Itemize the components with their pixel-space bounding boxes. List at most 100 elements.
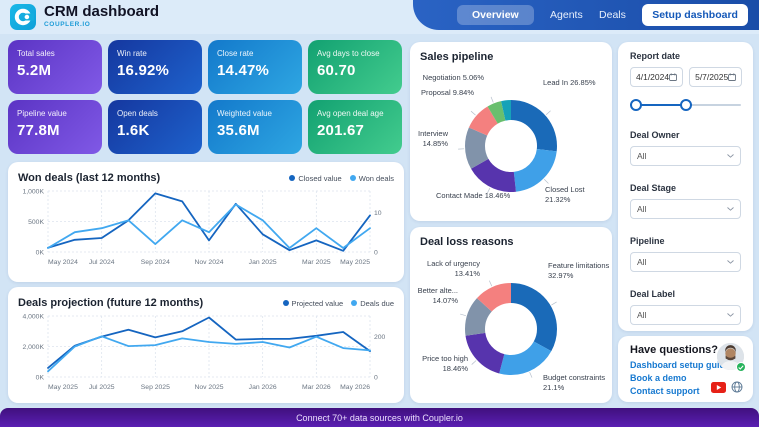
coupler-logo-icon [10, 4, 36, 30]
page-title: CRM dashboard [44, 3, 160, 20]
filter-label-pipeline: Pipeline [630, 236, 665, 246]
chart-legend: Closed value Won deals [289, 174, 394, 183]
svg-text:4,000K: 4,000K [22, 314, 44, 321]
tab-deals[interactable]: Deals [599, 9, 626, 21]
svg-text:0K: 0K [36, 375, 45, 382]
deal-label-select[interactable]: All [630, 305, 741, 325]
donut-label-interview: Interview 14.85% [417, 129, 448, 148]
kpi-value: 14.47% [217, 62, 270, 79]
won-deals-line-chart: 0K 500K 1,000K 0 10 May 2024 Jul 2024 Sep 2024 N… [22, 189, 382, 267]
select-value: All [637, 204, 647, 214]
filter-label-deal-stage: Deal Stage [630, 183, 677, 193]
donut-label-contact-made: Contact Made 18.46% [436, 191, 511, 200]
kpi-label: Avg open deal age [317, 109, 384, 118]
chevron-down-icon [727, 207, 734, 211]
filter-label-deal-label: Deal Label [630, 289, 676, 299]
svg-text:May 2025: May 2025 [48, 384, 78, 391]
svg-text:Sep 2024: Sep 2024 [141, 259, 170, 266]
kpi-label: Pipeline value [17, 109, 67, 118]
donut-label-feature-limitations: Feature limitations 32.97% [548, 261, 610, 280]
youtube-icon[interactable] [711, 381, 726, 393]
globe-icon[interactable] [731, 381, 743, 393]
kpi-label: Close rate [217, 49, 254, 58]
svg-text:0: 0 [374, 375, 378, 382]
svg-text:0K: 0K [36, 250, 45, 257]
donut-label-price-too-high: Price too high 18.46% [422, 354, 468, 373]
kpi-avg-days-to-close: Avg days to close 60.70 [308, 40, 402, 94]
deal-stage-select[interactable]: All [630, 199, 741, 219]
select-value: All [637, 151, 647, 161]
chart-title: Deal loss reasons [420, 236, 514, 248]
calendar-icon [669, 73, 678, 81]
svg-text:200: 200 [374, 334, 386, 341]
svg-text:1,000K: 1,000K [22, 189, 44, 196]
slider-handle-end[interactable] [679, 99, 692, 111]
calendar-icon [728, 73, 737, 81]
setup-dashboard-button[interactable]: Setup dashboard [642, 4, 748, 26]
chart-title: Deals projection (future 12 months) [18, 297, 204, 309]
book-a-demo-link[interactable]: Book a demo [630, 373, 687, 383]
deal-loss-reasons-card: Deal loss reasons Lack of urgency 13.41% … [410, 227, 612, 403]
dashboard-setup-guide-link[interactable]: Dashboard setup guide [630, 360, 731, 370]
svg-text:Jul 2025: Jul 2025 [89, 384, 115, 391]
svg-text:May 2026: May 2026 [340, 384, 370, 391]
kpi-win-rate: Win rate 16.92% [108, 40, 202, 94]
banner-text: Connect 70+ data sources with Coupler.io [296, 412, 463, 423]
kpi-value: 35.6M [217, 122, 260, 139]
kpi-value: 16.92% [117, 62, 170, 79]
chart-title: Sales pipeline [420, 51, 494, 63]
kpi-close-rate: Close rate 14.47% [208, 40, 302, 94]
legend-dot-projected-value [282, 300, 289, 306]
svg-text:Nov 2025: Nov 2025 [194, 384, 223, 391]
legend-label: Projected value [291, 298, 344, 308]
svg-text:Jan 2025: Jan 2025 [249, 259, 277, 266]
kpi-value: 5.2M [17, 62, 52, 79]
kpi-label: Total sales [17, 49, 55, 58]
donut-label-lead-in: Lead In 26.85% [543, 78, 596, 87]
kpi-value: 1.6K [117, 122, 150, 139]
kpi-open-deals: Open deals 1.6K [108, 100, 202, 154]
svg-text:0: 0 [374, 250, 378, 257]
report-date-label: Report date [630, 51, 681, 61]
svg-text:10: 10 [374, 210, 382, 217]
top-nav: Overview Agents Deals Setup dashboard [413, 0, 759, 30]
sales-pipeline-card: Sales pipeline Negotiation 5.06% Lead In… [410, 42, 612, 221]
donut-label-better-alternative: Better alte... 14.07% [417, 286, 458, 305]
donut-label-closed-lost: Closed Lost 21.32% [545, 185, 585, 204]
filters-panel: Report date 4/1/2024 5/7/2025 Deal Owner… [618, 42, 753, 331]
kpi-pipeline-value: Pipeline value 77.8M [8, 100, 102, 154]
deal-loss-donut-chart [460, 280, 557, 378]
contact-support-link[interactable]: Contact support [630, 386, 700, 396]
donut-label-negotiation: Negotiation 5.06% [422, 73, 484, 82]
svg-text:500K: 500K [28, 219, 44, 226]
brand-label: COUPLER.IO [44, 21, 91, 28]
kpi-avg-open-deal-age: Avg open deal age 201.67 [308, 100, 402, 154]
deals-projection-card: Deals projection (future 12 months) Proj… [8, 287, 404, 403]
kpi-weighted-value: Weighted value 35.6M [208, 100, 302, 154]
won-deals-card: Won deals (last 12 months) Closed value … [8, 162, 404, 282]
tab-overview[interactable]: Overview [457, 5, 534, 25]
date-to-input[interactable]: 5/7/2025 [689, 67, 743, 87]
kpi-label: Open deals [117, 109, 158, 118]
legend-label: Won deals [358, 173, 394, 183]
date-from-value: 4/1/2024 [636, 72, 670, 82]
pipeline-select[interactable]: All [630, 252, 741, 272]
donut-label-lack-of-urgency: Lack of urgency 13.41% [427, 259, 480, 278]
date-from-input[interactable]: 4/1/2024 [630, 67, 684, 87]
chevron-down-icon [727, 313, 734, 317]
svg-text:Nov 2024: Nov 2024 [194, 259, 223, 266]
kpi-label: Win rate [117, 49, 147, 58]
filter-label-deal-owner: Deal Owner [630, 130, 680, 140]
slider-handle-start[interactable] [630, 99, 642, 111]
legend-dot-deals-due [351, 300, 358, 306]
svg-text:Mar 2026: Mar 2026 [302, 384, 331, 391]
sales-pipeline-donut-chart [458, 96, 557, 194]
legend-label: Closed value [298, 173, 342, 183]
deal-owner-select[interactable]: All [630, 146, 741, 166]
svg-text:Jan 2026: Jan 2026 [249, 384, 277, 391]
tab-agents[interactable]: Agents [550, 9, 583, 21]
date-range-slider[interactable] [630, 97, 741, 113]
help-title: Have questions? [630, 344, 719, 356]
coupler-promo-banner[interactable]: Connect 70+ data sources with Coupler.io [0, 408, 759, 427]
chevron-down-icon [727, 260, 734, 264]
